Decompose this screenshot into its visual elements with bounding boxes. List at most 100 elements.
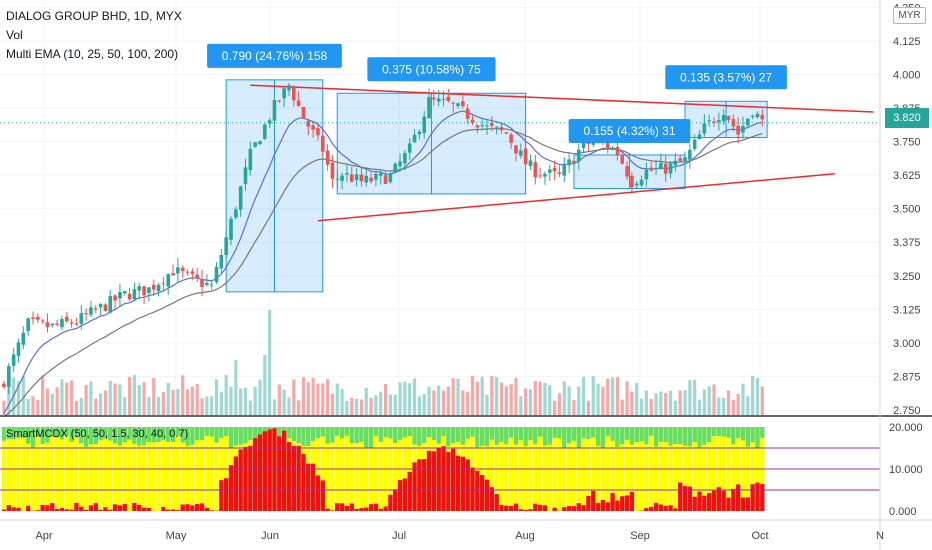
mcdx-red-bar [528, 509, 533, 511]
volume-bar [282, 389, 286, 415]
mcdx-red-bar [25, 505, 31, 511]
mcdx-green-bar [658, 427, 664, 442]
mcdx-green-bar [330, 427, 335, 443]
mcdx-green-bar [397, 427, 403, 440]
candle-body [639, 179, 644, 186]
mcdx-red-bar [383, 506, 388, 511]
ema-legend[interactable]: Multi EMA (10, 25, 50, 100, 200) [6, 47, 179, 61]
volume-bar [466, 391, 470, 415]
mcdx-red-bar [644, 508, 649, 511]
volume-bar [528, 389, 533, 415]
volume-bar [108, 380, 112, 415]
mcdx-green-bar [581, 427, 586, 439]
price-tick-label: 3.500 [893, 204, 921, 216]
mcdx-red-bar [649, 506, 654, 511]
mcdx-red-bar [595, 502, 601, 511]
candle-body [494, 126, 499, 128]
volume-bar [610, 377, 615, 415]
time-tick-label: Aug [515, 530, 535, 542]
mcdx-green-bar [291, 427, 296, 442]
mcdx-red-bar [59, 507, 65, 511]
volume-bars [2, 310, 764, 415]
mcdx-green-bar [494, 427, 499, 445]
volume-bar [142, 382, 146, 415]
mcdx-green-bar [745, 427, 751, 447]
candle-body [74, 323, 79, 325]
currency-badge[interactable]: MYR [893, 7, 926, 24]
mcdx-green-bar [586, 427, 591, 439]
candle-body [519, 150, 523, 156]
candle-body [736, 125, 740, 135]
candle-body [209, 284, 214, 286]
mcdx-red-bar [296, 445, 301, 511]
mcdx-red-bar [600, 499, 606, 511]
mcdx-red-bar [79, 506, 84, 511]
measure-label: 0.375 (10.58%) 75 [382, 62, 481, 76]
mcdx-red-bar [204, 507, 210, 511]
time-tick-label: Oct [751, 530, 768, 542]
volume-bar [287, 397, 291, 415]
mcdx-green-bar [591, 427, 596, 438]
mcdx-green-bar [678, 427, 683, 445]
mcdx-red-bar [310, 463, 316, 511]
candle-body [118, 292, 122, 299]
candle-body [93, 308, 98, 310]
candle-body [64, 316, 69, 322]
candle-body [156, 284, 161, 292]
mcdx-red-bar [682, 485, 688, 511]
volume-bar [350, 397, 354, 415]
mcdx-green-bar [296, 427, 301, 444]
mcdx-green-bar [417, 427, 422, 446]
volume-bar [195, 383, 199, 415]
candle-body [581, 139, 586, 148]
mcdx-green-bar [6, 427, 12, 439]
mcdx-green-bar [436, 427, 441, 444]
candle-body [572, 160, 576, 164]
mcdx-red-bar [88, 505, 94, 511]
mcdx-red-bar [368, 504, 374, 511]
volume-bar [292, 379, 296, 415]
mcdx-green-bar [692, 427, 697, 443]
mcdx-red-bar [122, 503, 127, 511]
candle-body [21, 332, 26, 345]
volume-bar [277, 384, 281, 415]
volume-bar [369, 397, 373, 415]
volume-bar [45, 388, 50, 415]
mcdx-green-bar [629, 427, 635, 445]
volume-bar [258, 379, 262, 415]
mcdx-red-bar [137, 504, 142, 511]
candle-body [354, 174, 359, 181]
volume-bar [89, 381, 93, 415]
mcdx-green-bar [219, 427, 224, 438]
candle-body [369, 177, 373, 182]
mcdx-red-bar [252, 438, 258, 511]
mcdx-red-bar [69, 509, 74, 511]
mcdx-green-bar [528, 427, 533, 440]
volume-bar [417, 396, 421, 415]
mcdx-red-bar [330, 510, 335, 511]
candle-body [306, 120, 311, 127]
indicator-legend[interactable]: SmartMCDX (50, 50, 1.5, 30, 40, 0.7) [6, 428, 189, 440]
volume-bar [519, 396, 523, 415]
volume-legend[interactable]: Vol [6, 28, 23, 42]
volume-bar [321, 383, 325, 415]
volume-bar [359, 399, 364, 415]
candle-body [272, 100, 277, 121]
candle-body [26, 318, 30, 332]
candle-body [543, 173, 547, 177]
mcdx-green-bar [320, 427, 325, 437]
candle-body [625, 166, 629, 177]
volume-bar [712, 384, 716, 415]
mcdx-green-bar [755, 427, 760, 448]
candle-body [726, 116, 731, 120]
candle-body [499, 127, 504, 131]
volume-bar [84, 384, 88, 415]
volume-bar [345, 400, 349, 415]
mcdx-red-bar [523, 509, 528, 511]
volume-bar [248, 400, 252, 415]
mcdx-green-bar [571, 427, 577, 441]
volume-bar [234, 360, 238, 415]
mcdx-green-bar [209, 427, 214, 437]
mcdx-red-bar [50, 503, 55, 511]
